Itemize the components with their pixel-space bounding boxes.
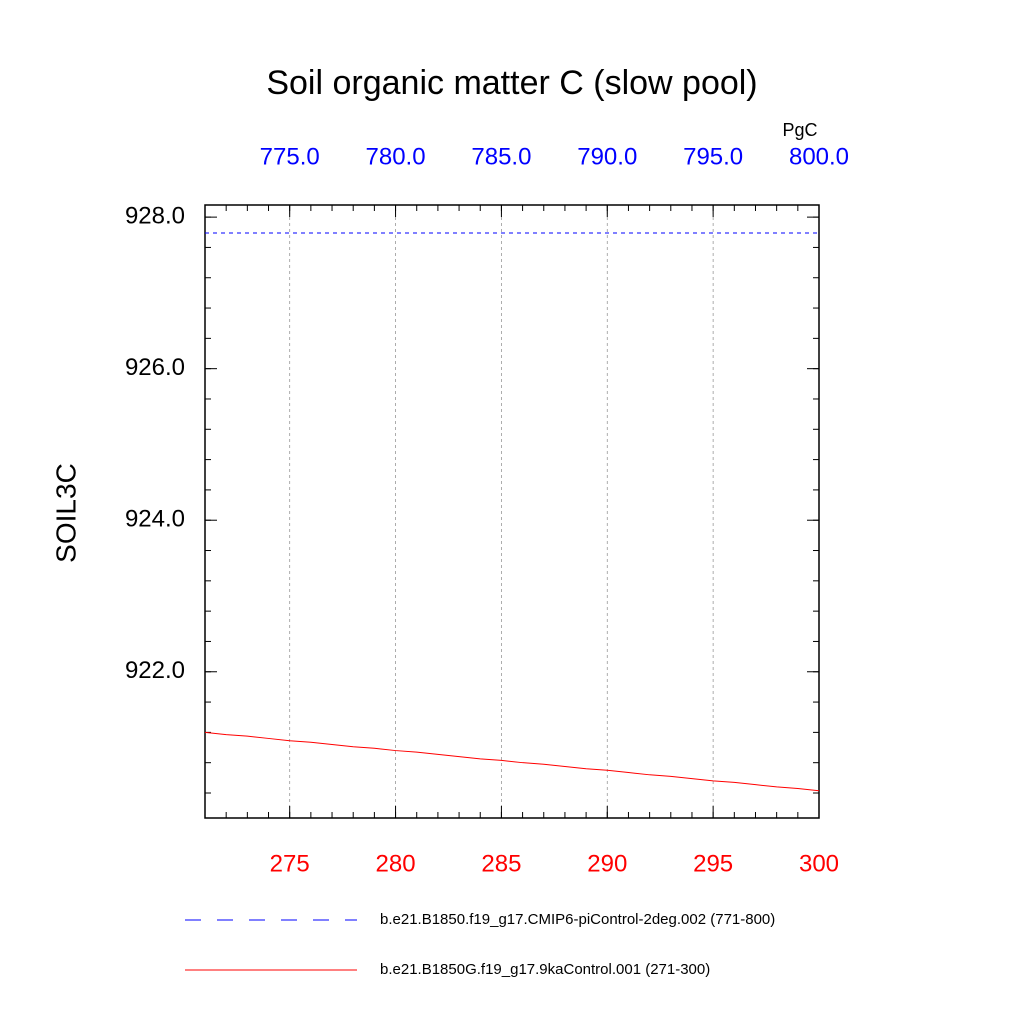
y-tick-label: 928.0 xyxy=(125,202,185,229)
x2-tick-label: 795.0 xyxy=(683,143,743,170)
y-axis-label: SOIL3C xyxy=(50,463,81,563)
x2-tick-label: 790.0 xyxy=(577,143,637,170)
chart-title: Soil organic matter C (slow pool) xyxy=(266,64,757,102)
y-tick-label: 924.0 xyxy=(125,506,185,533)
x-tick-label: 290 xyxy=(587,850,627,877)
x-tick-label: 280 xyxy=(376,850,416,877)
plot-frame xyxy=(204,204,820,819)
x-tick-label: 275 xyxy=(270,850,310,877)
units-label: PgC xyxy=(782,120,817,140)
x-tick-label: 285 xyxy=(481,850,521,877)
legend-label: b.e21.B1850G.f19_g17.9kaControl.001 (271… xyxy=(380,961,710,978)
x-tick-label: 295 xyxy=(693,850,733,877)
x2-tick-label: 775.0 xyxy=(260,143,320,170)
y-tick-label: 922.0 xyxy=(125,657,185,684)
y-tick-label: 926.0 xyxy=(125,354,185,381)
legend-label: b.e21.B1850.f19_g17.CMIP6-piControl-2deg… xyxy=(380,911,775,928)
x2-tick-label: 785.0 xyxy=(471,143,531,170)
data-line xyxy=(204,731,820,792)
x-tick-label: 300 xyxy=(799,850,839,877)
x2-tick-label: 800.0 xyxy=(789,143,849,170)
x2-tick-label: 780.0 xyxy=(366,143,426,170)
